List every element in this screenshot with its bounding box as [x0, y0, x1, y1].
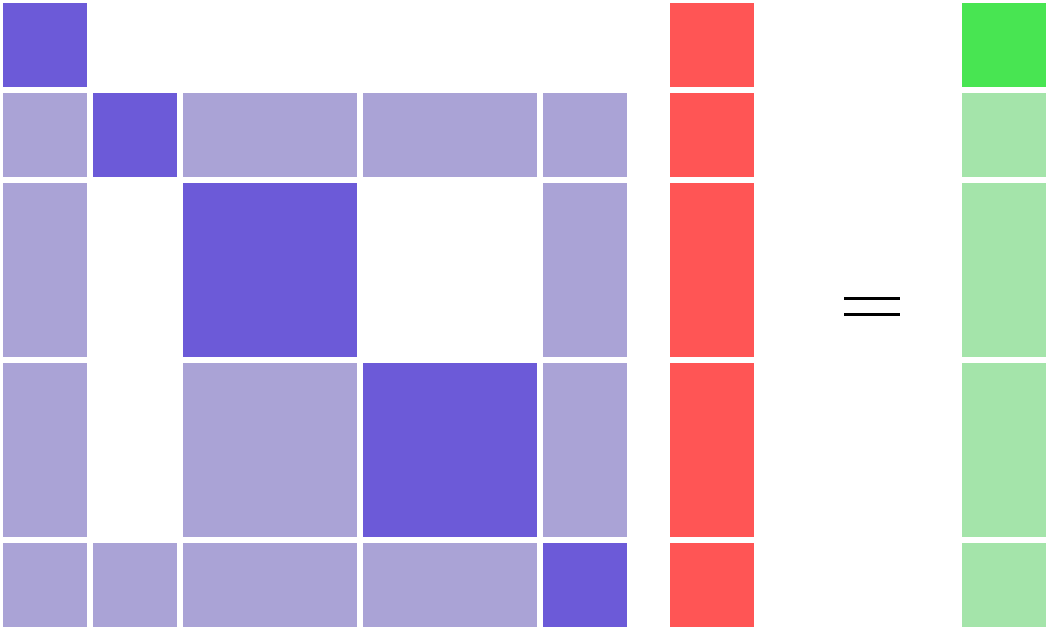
matrix-block-4-2: [183, 543, 357, 627]
matrix-block-4-0: [3, 543, 87, 627]
result-vector-block-0: [962, 3, 1046, 87]
matrix-block-1-1: [93, 93, 177, 177]
result-vector-block-1: [962, 93, 1046, 177]
equals-bottom-bar: [844, 313, 900, 316]
input-vector-block-1: [670, 93, 754, 177]
input-vector-block-0: [670, 3, 754, 87]
matrix-block-3-4: [543, 363, 627, 537]
matrix-block-4-3: [363, 543, 537, 627]
matrix-block-2-4: [543, 183, 627, 357]
matrix-block-4-1: [93, 543, 177, 627]
result-vector-block-3: [962, 363, 1046, 537]
matrix-block-3-0: [3, 363, 87, 537]
matrix-block-3-2: [183, 363, 357, 537]
matrix-block-1-3: [363, 93, 537, 177]
matrix-block-2-0: [3, 183, 87, 357]
input-vector-block-2: [670, 183, 754, 357]
matrix-block-1-0: [3, 93, 87, 177]
input-vector-block-3: [670, 363, 754, 537]
result-vector-block-4: [962, 543, 1046, 627]
matrix-block-1-2: [183, 93, 357, 177]
matrix-block-1-4: [543, 93, 627, 177]
equals-top-bar: [844, 297, 900, 300]
result-vector-block-2: [962, 183, 1046, 357]
matrix-block-4-4: [543, 543, 627, 627]
input-vector-block-4: [670, 543, 754, 627]
matrix-block-0-0: [3, 3, 87, 87]
equals-sign: [844, 297, 900, 319]
matrix-block-2-2: [183, 183, 357, 357]
matrix-block-3-3: [363, 363, 537, 537]
